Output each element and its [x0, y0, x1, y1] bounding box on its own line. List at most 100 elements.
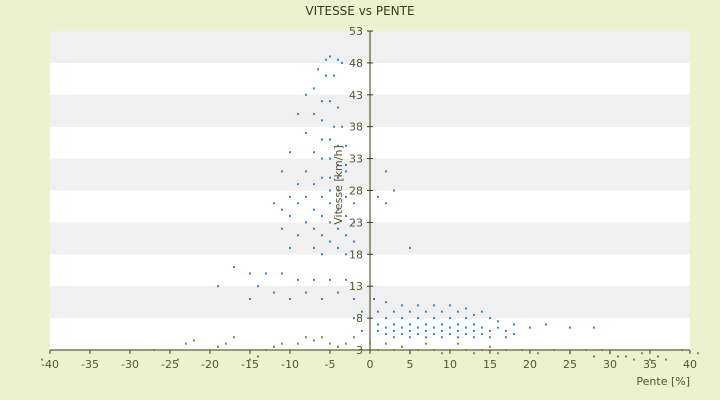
- data-point-blue: [313, 227, 315, 230]
- data-point-olive: [649, 358, 651, 361]
- data-point-olive: [473, 352, 475, 355]
- data-point-blue: [401, 333, 403, 336]
- data-point-blue: [409, 246, 411, 249]
- data-point-blue: [257, 285, 259, 288]
- data-point-blue: [353, 317, 355, 320]
- data-point-blue: [249, 272, 251, 275]
- data-point-blue: [297, 202, 299, 205]
- data-point-blue: [353, 202, 355, 205]
- y-tick-label: 43: [349, 89, 363, 102]
- data-point-blue: [425, 329, 427, 332]
- data-point-olive: [465, 349, 467, 351]
- data-point-olive: [265, 349, 267, 351]
- data-point-olive: [369, 342, 371, 345]
- data-point-blue: [393, 329, 395, 332]
- data-point-blue: [317, 68, 319, 71]
- data-point-blue: [341, 125, 343, 128]
- data-point-olive: [401, 345, 403, 348]
- data-point-olive: [337, 345, 339, 348]
- data-point-blue: [569, 326, 571, 329]
- data-point-blue: [489, 336, 491, 339]
- data-point-blue: [321, 195, 323, 198]
- x-tick-label: -25: [161, 358, 179, 371]
- data-point-blue: [385, 202, 387, 205]
- y-tick-label: 48: [349, 57, 363, 70]
- data-point-blue: [393, 336, 395, 339]
- data-point-olive: [305, 336, 307, 339]
- data-point-blue: [305, 170, 307, 173]
- data-point-blue: [321, 215, 323, 218]
- x-tick-label: 30: [603, 358, 617, 371]
- data-point-blue: [345, 215, 347, 218]
- data-point-blue: [473, 313, 475, 316]
- data-point-blue: [329, 240, 331, 243]
- data-point-blue: [337, 246, 339, 249]
- data-point-blue: [593, 326, 595, 329]
- x-tick-labels: -40 -35 -30 -25 -20 -15 -10 -5 0 5 10 15 20 25 30 35 40: [41, 358, 697, 371]
- plot-axes: [49, 30, 691, 354]
- data-point-blue: [393, 189, 395, 192]
- x-tick-label: -5: [325, 358, 336, 371]
- data-point-olive: [329, 342, 331, 345]
- data-point-blue: [329, 138, 331, 141]
- chart-title: VITESSE vs PENTE: [305, 4, 414, 18]
- data-point-blue: [313, 246, 315, 249]
- data-point-olive: [193, 339, 195, 342]
- data-point-blue: [393, 310, 395, 313]
- x-tick-label: 40: [683, 358, 697, 371]
- data-point-blue: [337, 227, 339, 230]
- data-point-olive: [281, 342, 283, 345]
- data-points: [41, 55, 699, 361]
- data-point-blue: [333, 125, 335, 128]
- data-point-blue: [505, 329, 507, 332]
- x-tick-label: 15: [483, 358, 497, 371]
- x-tick-label: 10: [443, 358, 457, 371]
- data-point-blue: [481, 326, 483, 329]
- data-point-olive: [681, 349, 683, 351]
- data-point-olive: [697, 352, 699, 355]
- data-point-blue: [425, 310, 427, 313]
- x-tick-label: -20: [201, 358, 219, 371]
- data-point-blue: [425, 336, 427, 339]
- data-point-blue: [401, 326, 403, 329]
- y-tick-label: 23: [349, 216, 363, 229]
- data-point-blue: [313, 208, 315, 211]
- y-tick-label: 53: [349, 25, 363, 38]
- data-point-olive: [385, 342, 387, 345]
- data-point-olive: [409, 352, 411, 355]
- data-point-blue: [337, 144, 339, 147]
- data-point-olive: [553, 349, 555, 351]
- data-point-olive: [601, 349, 603, 351]
- x-axis-label: Pente [%]: [636, 375, 690, 388]
- data-point-blue: [305, 221, 307, 224]
- data-point-blue: [337, 208, 339, 211]
- data-point-blue: [341, 61, 343, 64]
- data-point-olive: [177, 358, 179, 361]
- data-point-blue: [457, 310, 459, 313]
- data-point-blue: [265, 272, 267, 275]
- x-tick-label: -15: [241, 358, 259, 371]
- data-point-olive: [617, 355, 619, 358]
- data-point-olive: [505, 349, 507, 351]
- data-point-blue: [385, 333, 387, 336]
- data-point-blue: [449, 317, 451, 320]
- data-point-blue: [321, 253, 323, 256]
- data-point-blue: [353, 297, 355, 300]
- data-point-olive: [593, 355, 595, 358]
- data-point-blue: [473, 329, 475, 332]
- data-point-olive: [297, 342, 299, 345]
- data-point-blue: [321, 176, 323, 179]
- data-point-olive: [497, 352, 499, 355]
- data-point-blue: [377, 323, 379, 326]
- data-point-blue: [321, 119, 323, 122]
- data-point-olive: [225, 342, 227, 345]
- y-tick-label: 13: [349, 280, 363, 293]
- data-point-blue: [353, 221, 355, 224]
- data-point-blue: [321, 297, 323, 300]
- data-point-olive: [233, 336, 235, 339]
- data-point-blue: [281, 170, 283, 173]
- data-point-olive: [393, 349, 395, 351]
- data-point-blue: [377, 329, 379, 332]
- data-point-blue: [409, 336, 411, 339]
